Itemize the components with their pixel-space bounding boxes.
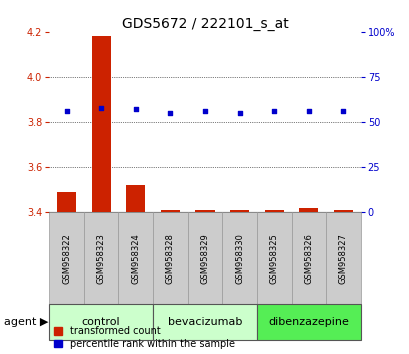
Bar (49, 212, 83, 304)
Bar (256, 212, 291, 304)
Point (132, 107, 139, 112)
Text: GSM958322: GSM958322 (62, 233, 71, 284)
Point (63, 108, 70, 114)
Text: GSM958327: GSM958327 (338, 233, 347, 284)
Bar (264, 210, 283, 212)
Text: GSM958323: GSM958323 (97, 233, 106, 284)
Text: GSM958330: GSM958330 (234, 233, 243, 284)
Bar (222, 212, 256, 304)
Bar (195, 210, 214, 212)
Bar (160, 210, 180, 212)
Bar (326, 212, 360, 304)
Text: GSM958326: GSM958326 (303, 233, 312, 284)
Text: GSM958324: GSM958324 (131, 233, 140, 284)
Text: dibenzazepine: dibenzazepine (268, 317, 348, 327)
Bar (126, 185, 145, 212)
Bar (291, 212, 326, 304)
Point (201, 108, 208, 114)
Title: GDS5672 / 222101_s_at: GDS5672 / 222101_s_at (121, 17, 288, 31)
Point (236, 110, 242, 116)
Text: GSM958328: GSM958328 (166, 233, 175, 284)
Point (270, 108, 277, 114)
Bar (187, 212, 222, 304)
Bar (83, 212, 118, 304)
Point (167, 110, 173, 116)
Text: GSM958329: GSM958329 (200, 233, 209, 284)
Bar (118, 212, 153, 304)
Bar (333, 210, 352, 212)
Legend: transformed count, percentile rank within the sample: transformed count, percentile rank withi… (54, 326, 234, 349)
Text: agent ▶: agent ▶ (4, 317, 48, 327)
Bar (153, 212, 187, 304)
Text: bevacizumab: bevacizumab (167, 317, 242, 327)
Bar (229, 210, 249, 212)
Bar (153, 304, 256, 340)
Bar (299, 208, 318, 212)
Text: GSM958325: GSM958325 (269, 233, 278, 284)
Point (305, 108, 311, 114)
Bar (256, 304, 360, 340)
Bar (91, 36, 110, 212)
Point (339, 108, 346, 114)
Bar (49, 304, 153, 340)
Bar (57, 192, 76, 212)
Text: control: control (82, 317, 120, 327)
Point (98, 105, 104, 110)
